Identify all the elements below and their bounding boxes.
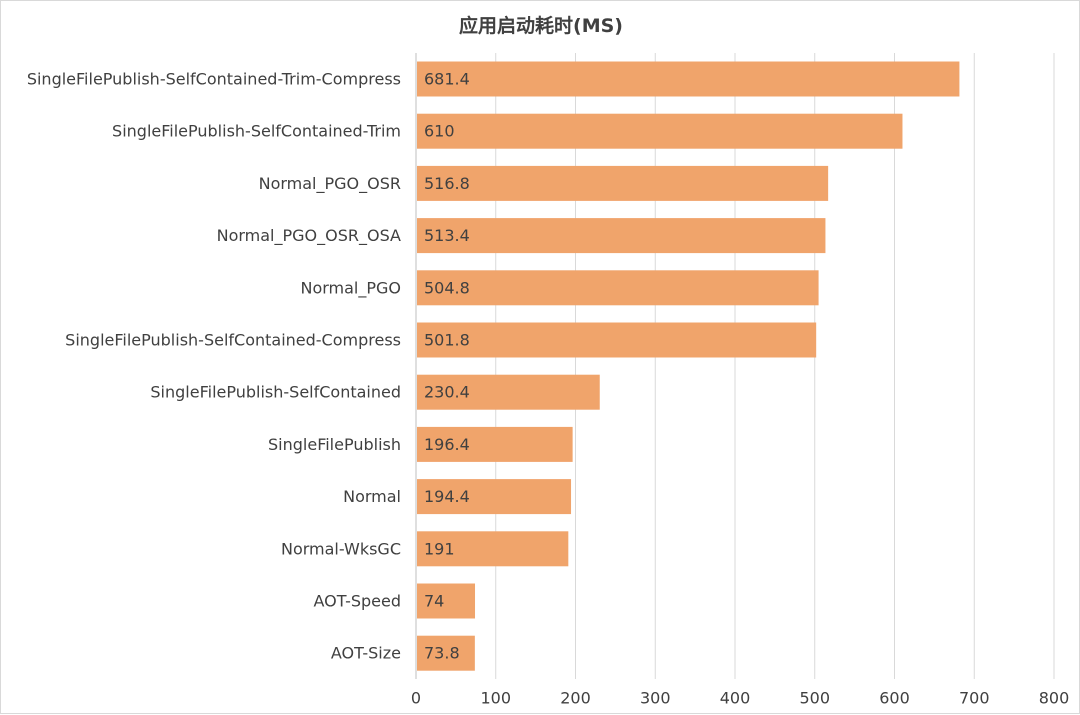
category-label: Normal_PGO [300, 278, 401, 298]
bar [417, 218, 826, 254]
data-label: 610 [424, 122, 455, 141]
category-label: SingleFilePublish [268, 435, 401, 454]
data-label: 191 [424, 539, 455, 558]
data-label: 501.8 [424, 331, 470, 350]
category-label: SingleFilePublish-SelfContained-Trim [112, 122, 401, 141]
x-tick-label: 200 [560, 689, 591, 708]
x-tick-label: 400 [720, 689, 751, 708]
category-label: SingleFilePublish-SelfContained-Compress [65, 331, 401, 350]
category-label: Normal_PGO_OSR_OSA [217, 226, 401, 246]
data-label: 74 [424, 592, 444, 611]
bar [417, 531, 569, 567]
category-label: Normal_PGO_OSR [259, 174, 401, 194]
data-label: 73.8 [424, 644, 460, 663]
data-label: 504.8 [424, 278, 470, 297]
bar [417, 583, 476, 619]
bar [417, 165, 829, 201]
category-label: Normal [343, 487, 401, 506]
bar [417, 426, 573, 462]
bar [417, 374, 600, 410]
bar [417, 61, 960, 97]
bar [417, 322, 817, 358]
x-tick-label: 700 [959, 689, 990, 708]
data-label: 194.4 [424, 487, 470, 506]
bar [417, 270, 819, 306]
category-label: AOT-Speed [314, 592, 402, 611]
category-label: AOT-Size [331, 644, 401, 663]
bar [417, 479, 572, 515]
category-label: Normal-WksGC [281, 539, 401, 558]
category-label: SingleFilePublish-SelfContained-Trim-Com… [27, 70, 401, 89]
data-label: 513.4 [424, 226, 470, 245]
x-tick-label: 100 [480, 689, 511, 708]
x-tick-label: 500 [799, 689, 830, 708]
x-tick-label: 600 [879, 689, 910, 708]
bar [417, 635, 475, 671]
chart-title: 应用启动耗时(MS) [459, 15, 623, 37]
data-label: 230.4 [424, 383, 470, 402]
data-label: 681.4 [424, 70, 470, 89]
x-tick-label: 0 [411, 689, 421, 708]
data-label: 196.4 [424, 435, 470, 454]
category-label: SingleFilePublish-SelfContained [150, 383, 401, 402]
data-label: 516.8 [424, 174, 470, 193]
x-tick-label: 300 [640, 689, 671, 708]
bar [417, 113, 903, 149]
x-tick-label: 800 [1039, 689, 1070, 708]
